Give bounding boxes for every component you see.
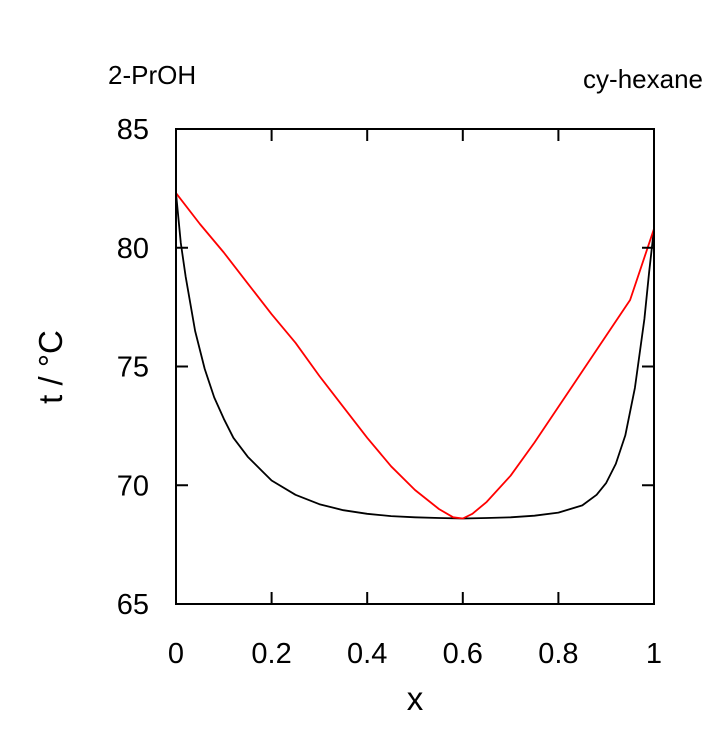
- x-tick-label: 1: [646, 638, 662, 670]
- x-axis-label: x: [407, 680, 424, 717]
- y-axis-label: t / °C: [32, 330, 69, 404]
- x-tick-label: 0.4: [347, 638, 387, 670]
- right-component-label: cy-hexane: [583, 64, 703, 94]
- series-layer: [175, 192, 655, 520]
- y-tick-label: 75: [117, 352, 149, 384]
- series-2-line: [175, 192, 655, 520]
- x-axis: 0 0.2 0.4 0.6 0.8 1: [168, 129, 662, 670]
- x-tick-label: 0.6: [443, 638, 483, 670]
- y-tick-label: 70: [117, 470, 149, 502]
- x-tick-label: 0.2: [251, 638, 291, 670]
- x-tick-label: 0.8: [538, 638, 578, 670]
- x-tick-label: 0: [168, 638, 184, 670]
- left-component-label: 2-PrOH: [108, 60, 196, 90]
- y-tick-label: 85: [117, 114, 149, 146]
- y-tick-label: 80: [117, 233, 149, 265]
- y-axis: 65 70 75 80 85: [117, 114, 654, 621]
- series-1-line: [175, 192, 655, 520]
- y-tick-label: 65: [117, 589, 149, 621]
